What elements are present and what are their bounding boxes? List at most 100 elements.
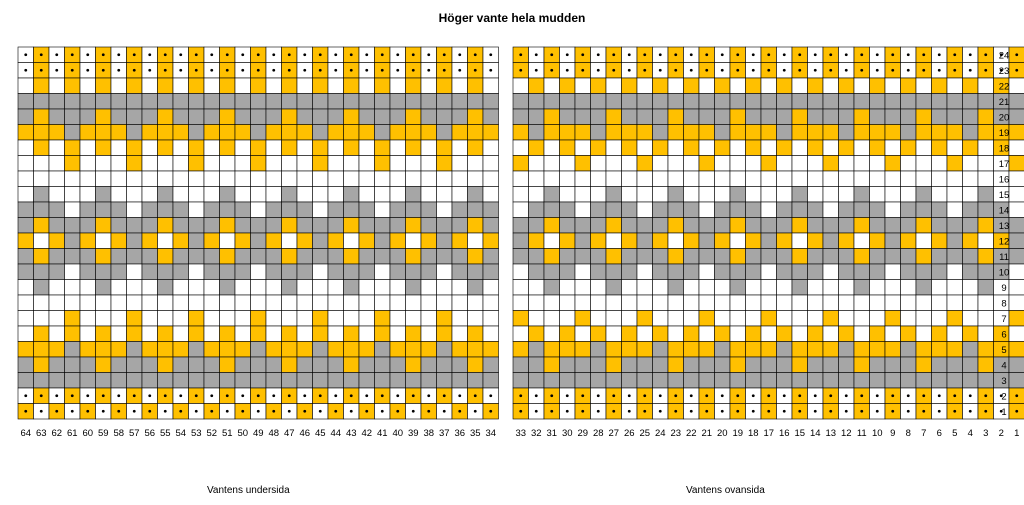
left-cell-dot [163, 409, 167, 413]
left-cell [436, 93, 453, 110]
left-cell [405, 294, 422, 311]
left-cell [79, 232, 96, 249]
right-cell-dot [720, 394, 724, 398]
right-cell [636, 139, 653, 156]
right-cell [745, 124, 762, 141]
right-cell [714, 356, 731, 373]
left-cell [420, 77, 437, 94]
left-cell [389, 372, 406, 389]
right-cell-dot [534, 53, 538, 57]
right-cell [791, 263, 808, 280]
left-cell [482, 372, 499, 389]
left-cell [281, 170, 298, 187]
left-cell [126, 356, 143, 373]
left-cell [358, 77, 375, 94]
right-cell [915, 217, 932, 234]
left-cell-dot [70, 409, 74, 413]
right-cell [760, 77, 777, 94]
right-column-label: 4 [968, 428, 973, 439]
right-cell [1008, 232, 1024, 249]
left-cell [482, 139, 499, 156]
left-cell-dot [458, 394, 462, 398]
right-cell [900, 294, 917, 311]
left-cell-dot [55, 68, 59, 72]
right-cell [900, 201, 917, 218]
left-cell [33, 279, 50, 296]
right-cell [683, 170, 700, 187]
right-cell [1008, 248, 1024, 265]
right-cell [698, 93, 715, 110]
left-cell [482, 263, 499, 280]
row-label: 15 [999, 190, 1010, 201]
right-cell [760, 139, 777, 156]
right-cell [900, 248, 917, 265]
right-cell-dot [705, 394, 709, 398]
left-cell [110, 170, 127, 187]
left-cell [203, 372, 220, 389]
left-cell [467, 217, 484, 234]
left-cell [157, 341, 174, 358]
right-cell [1008, 310, 1024, 327]
left-cell [343, 186, 360, 203]
right-cell [698, 232, 715, 249]
right-cell-dot [612, 68, 616, 72]
left-cell [17, 108, 34, 125]
right-cell [605, 108, 622, 125]
left-cell [203, 356, 220, 373]
right-cell [652, 124, 669, 141]
right-column-label: 27 [608, 428, 619, 439]
left-cell [482, 232, 499, 249]
left-cell [296, 170, 313, 187]
right-cell [729, 341, 746, 358]
right-cell [683, 263, 700, 280]
left-cell [188, 201, 205, 218]
left-cell [436, 201, 453, 218]
left-cell [467, 108, 484, 125]
right-cell [884, 356, 901, 373]
right-cell [729, 77, 746, 94]
left-cell [141, 248, 158, 265]
left-cell [219, 372, 236, 389]
right-cell [807, 372, 824, 389]
left-cell [467, 294, 484, 311]
right-cell [698, 186, 715, 203]
left-column-label: 48 [268, 428, 279, 439]
right-cell-dot [736, 68, 740, 72]
left-cell [420, 310, 437, 327]
right-cell-dot [751, 53, 755, 57]
right-cell [853, 248, 870, 265]
left-cell [79, 124, 96, 141]
left-cell [110, 232, 127, 249]
left-column-label: 42 [361, 428, 372, 439]
left-cell [95, 93, 112, 110]
left-cell [141, 201, 158, 218]
right-cell [729, 356, 746, 373]
left-cell-dot [287, 53, 291, 57]
right-cell [621, 155, 638, 172]
right-cell [652, 77, 669, 94]
left-cell [203, 294, 220, 311]
right-cell [559, 294, 576, 311]
left-cell [312, 93, 329, 110]
right-cell [729, 325, 746, 342]
left-cell [48, 248, 65, 265]
left-cell [265, 186, 282, 203]
right-cell [621, 170, 638, 187]
left-cell [389, 325, 406, 342]
left-cell [374, 77, 391, 94]
right-cell [884, 217, 901, 234]
right-cell [807, 248, 824, 265]
left-cell [327, 372, 344, 389]
right-cell [807, 201, 824, 218]
left-cell [110, 279, 127, 296]
right-cell [822, 139, 839, 156]
left-column-label: 43 [346, 428, 357, 439]
right-cell [667, 155, 684, 172]
right-cell [729, 263, 746, 280]
right-cell [791, 356, 808, 373]
right-cell [822, 93, 839, 110]
left-cell-dot [101, 53, 105, 57]
left-cell [312, 310, 329, 327]
left-cell [482, 217, 499, 234]
right-cell [590, 217, 607, 234]
